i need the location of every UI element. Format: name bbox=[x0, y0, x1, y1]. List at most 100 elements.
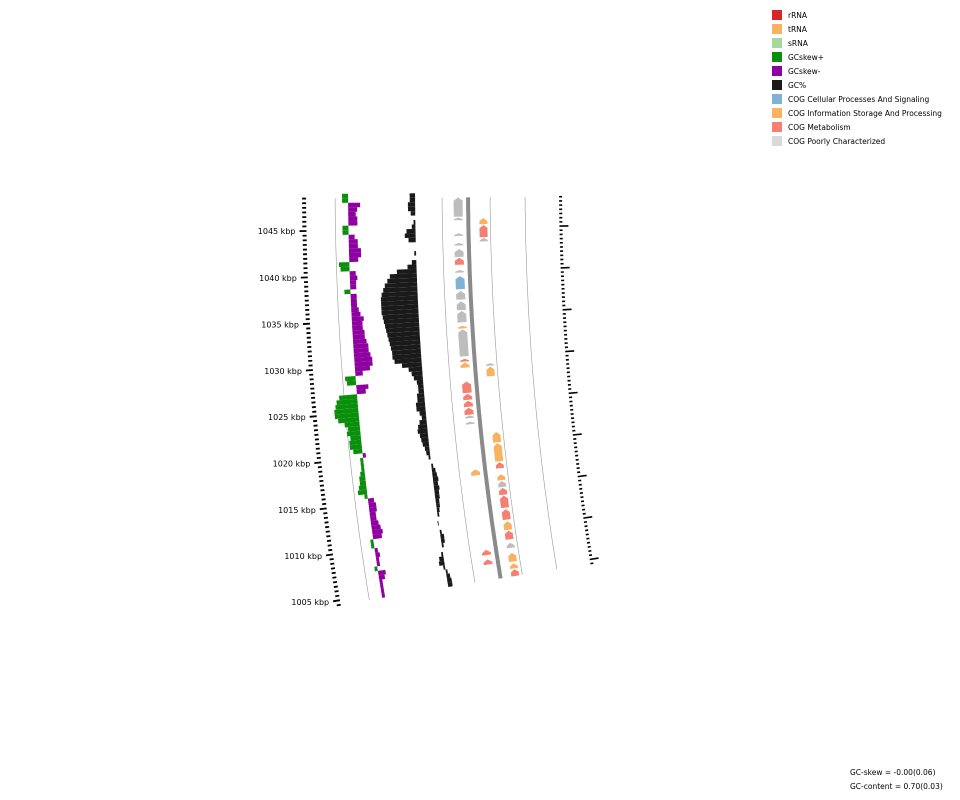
gc-skew-negative-bar bbox=[353, 347, 369, 354]
gene-feature bbox=[456, 301, 466, 311]
gc-skew-negative-bar bbox=[348, 243, 358, 249]
gc-skew-negative-bar bbox=[354, 365, 371, 372]
gene-feature bbox=[463, 400, 473, 408]
guide-ring bbox=[524, 197, 558, 570]
minor-tick bbox=[334, 590, 339, 593]
legend-swatch bbox=[772, 80, 782, 90]
gc-skew-positive-bar bbox=[334, 412, 359, 420]
gene-feature bbox=[463, 393, 473, 401]
gc-skew-negative-bar bbox=[352, 325, 363, 331]
gc-skew-negative-bar bbox=[351, 311, 361, 317]
gc-skew-positive-bar bbox=[339, 394, 358, 401]
minor-tick bbox=[332, 580, 338, 584]
gc-content-bar bbox=[440, 538, 445, 544]
gc-skew-negative-bar bbox=[362, 452, 366, 458]
legend-label: COG Metabolism bbox=[788, 122, 851, 132]
legend-swatch bbox=[772, 94, 782, 104]
gc-content-bar bbox=[414, 251, 417, 256]
gc-content-bar bbox=[433, 485, 440, 491]
gc-content-bar bbox=[411, 224, 416, 229]
gene-feature bbox=[453, 217, 463, 221]
gc-skew-positive-bar bbox=[340, 266, 350, 272]
tick-label: 1005 kbp bbox=[291, 598, 329, 607]
legend-item: COG Metabolism bbox=[772, 120, 942, 134]
gene-feature bbox=[503, 521, 513, 531]
gc-skew-negative-bar bbox=[369, 506, 377, 513]
gc-content-bar bbox=[419, 419, 427, 425]
legend-swatch bbox=[772, 108, 782, 118]
gc-content-bar bbox=[438, 560, 445, 566]
minor-tick bbox=[325, 530, 330, 533]
tick-label: 1020 kbp bbox=[273, 460, 311, 469]
backbone-line bbox=[466, 197, 503, 579]
gc-skew-negative-bar bbox=[377, 569, 386, 576]
gc-content-bar bbox=[381, 304, 419, 311]
gc-skew-negative-bar bbox=[351, 316, 364, 322]
gc-skew-positive-bar bbox=[360, 457, 364, 463]
gene-feature bbox=[458, 329, 469, 357]
gene-feature bbox=[501, 509, 511, 521]
gc-content-bar bbox=[419, 410, 427, 416]
gc-skew-negative-bar bbox=[351, 307, 359, 313]
gene-feature bbox=[510, 569, 520, 577]
gc-content-bar bbox=[432, 472, 438, 478]
gc-content-bar bbox=[394, 357, 422, 364]
gc-skew-negative-bar bbox=[351, 320, 363, 326]
gc-skew-positive-bar bbox=[360, 462, 364, 468]
gene-feature bbox=[454, 249, 464, 257]
gc-content-bar bbox=[424, 446, 430, 451]
gc-skew-positive-bar bbox=[358, 485, 367, 491]
gc-skew-negative-bar bbox=[352, 329, 365, 335]
gc-skew-positive-bar bbox=[364, 494, 368, 499]
gc-skew-positive-bar bbox=[342, 198, 349, 203]
gc-skew-positive-bar bbox=[346, 380, 357, 386]
gc-content-bar bbox=[416, 393, 425, 399]
gc-content-bar bbox=[434, 494, 440, 500]
gene-feature bbox=[454, 233, 464, 236]
minor-tick bbox=[332, 576, 337, 579]
gene-feature bbox=[471, 469, 481, 476]
gc-content-bar bbox=[387, 331, 420, 338]
gc-content-stat: GC-content = 0.70(0.03) bbox=[850, 782, 943, 791]
gene-feature bbox=[455, 276, 465, 290]
gc-content-bar bbox=[383, 286, 418, 293]
gc-skew-negative-bar bbox=[372, 533, 383, 540]
legend-item: GCskew- bbox=[772, 64, 942, 78]
gc-skew-negative-bar bbox=[356, 384, 369, 390]
gc-skew-stat: GC-skew = -0.00(0.06) bbox=[850, 768, 936, 777]
minor-tick bbox=[325, 525, 330, 529]
legend-item: sRNA bbox=[772, 36, 942, 50]
gc-skew-negative-bar bbox=[380, 583, 384, 589]
gene-feature bbox=[498, 481, 507, 488]
gene-feature bbox=[479, 218, 488, 225]
gene-feature bbox=[499, 495, 510, 509]
gc-content-bar bbox=[383, 317, 419, 325]
gc-content-bar bbox=[422, 441, 430, 447]
gc-content-bar bbox=[430, 459, 432, 464]
gc-content-bar bbox=[392, 348, 421, 356]
gc-skew-positive-bar bbox=[335, 403, 359, 410]
outer-tick bbox=[589, 557, 599, 561]
guide-ring bbox=[489, 197, 523, 575]
gc-skew-negative-bar bbox=[379, 579, 383, 585]
gc-skew-positive-bar bbox=[359, 475, 366, 482]
outer-tick bbox=[565, 350, 575, 353]
gc-content-bar bbox=[436, 507, 440, 513]
gene-feature bbox=[460, 358, 470, 362]
gc-content-bar bbox=[407, 202, 416, 207]
legend-swatch bbox=[772, 122, 782, 132]
gc-content-bar bbox=[387, 277, 418, 284]
minor-tick bbox=[327, 544, 332, 547]
legend-swatch bbox=[772, 24, 782, 34]
gc-skew-positive-bar bbox=[353, 448, 363, 455]
gc-skew-negative-bar bbox=[350, 298, 357, 304]
gc-content-bar bbox=[428, 455, 431, 460]
gene-feature bbox=[465, 415, 474, 419]
gc-skew-negative-bar bbox=[375, 552, 381, 558]
gene-feature bbox=[453, 197, 463, 217]
minor-tick bbox=[328, 548, 333, 552]
gc-content-track bbox=[380, 193, 453, 587]
gc-skew-positive-bar bbox=[349, 444, 363, 450]
legend-item: tRNA bbox=[772, 22, 942, 36]
major-tick bbox=[314, 461, 322, 464]
